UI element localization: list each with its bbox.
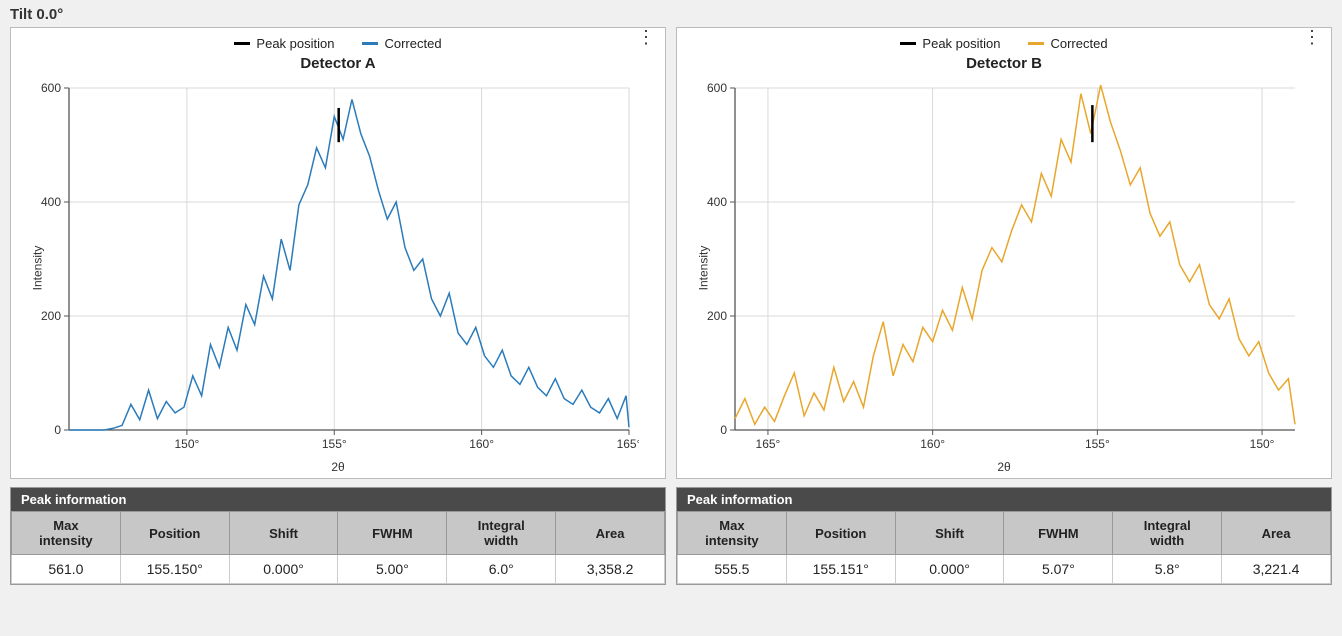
- legend-swatch-corrected: [1028, 42, 1044, 45]
- table-header: FWHM: [338, 512, 447, 555]
- legend-peak-position: Peak position: [900, 36, 1000, 51]
- table-header: Position: [120, 512, 229, 555]
- legend-a: Peak position Corrected: [19, 36, 657, 51]
- charts-row: ⋮ Peak position Corrected Detector A Int…: [0, 27, 1342, 483]
- table-header: Area: [556, 512, 665, 555]
- svg-text:160°: 160°: [920, 437, 945, 451]
- table-header: Shift: [895, 512, 1004, 555]
- table-cell: 555.5: [678, 555, 787, 584]
- svg-text:150°: 150°: [174, 437, 199, 451]
- chart-title-a: Detector A: [19, 55, 657, 72]
- chart-card-detector-a: ⋮ Peak position Corrected Detector A Int…: [10, 27, 666, 479]
- legend-label-peak: Peak position: [256, 36, 334, 51]
- chart-menu-icon[interactable]: ⋮: [637, 34, 655, 41]
- table-row: 561.0155.150°0.000°5.00°6.0°3,358.2: [12, 555, 665, 584]
- table-cell: 3,221.4: [1222, 555, 1331, 584]
- legend-swatch-corrected: [362, 42, 378, 45]
- table-row: 555.5155.151°0.000°5.07°5.8°3,221.4: [678, 555, 1331, 584]
- table-cell: 5.00°: [338, 555, 447, 584]
- table-cell: 561.0: [12, 555, 121, 584]
- page-title: Tilt 0.0°: [0, 0, 1342, 27]
- table-cell: 155.150°: [120, 555, 229, 584]
- legend-swatch-peak: [900, 42, 916, 45]
- legend-label-corrected: Corrected: [1050, 36, 1107, 51]
- table-header: Integralwidth: [1113, 512, 1222, 555]
- svg-text:200: 200: [707, 309, 727, 323]
- table-cell: 155.151°: [786, 555, 895, 584]
- table-cell: 0.000°: [895, 555, 1004, 584]
- table-header: Maxintensity: [12, 512, 121, 555]
- chart-card-detector-b: ⋮ Peak position Corrected Detector B Int…: [676, 27, 1332, 479]
- svg-text:155°: 155°: [1085, 437, 1110, 451]
- x-axis-label: 2θ: [19, 460, 657, 474]
- peak-info-table-a: MaxintensityPositionShiftFWHMIntegralwid…: [11, 511, 665, 584]
- table-cell: 5.07°: [1004, 555, 1113, 584]
- legend-label-corrected: Corrected: [384, 36, 441, 51]
- svg-text:0: 0: [54, 423, 61, 437]
- svg-text:155°: 155°: [322, 437, 347, 451]
- chart-plot-a: 0 200 400 600 150° 155° 160° 165°: [19, 78, 639, 458]
- legend-peak-position: Peak position: [234, 36, 334, 51]
- peak-info-card-b: Peak information MaxintensityPositionShi…: [676, 487, 1332, 585]
- y-axis-label: Intensity: [696, 246, 710, 291]
- legend-corrected: Corrected: [1028, 36, 1107, 51]
- svg-text:160°: 160°: [469, 437, 494, 451]
- peak-info-card-a: Peak information MaxintensityPositionShi…: [10, 487, 666, 585]
- table-header: Position: [786, 512, 895, 555]
- chart-title-b: Detector B: [685, 55, 1323, 72]
- svg-text:400: 400: [41, 195, 61, 209]
- chart-menu-icon[interactable]: ⋮: [1303, 34, 1321, 41]
- svg-text:150°: 150°: [1250, 437, 1275, 451]
- svg-text:400: 400: [707, 195, 727, 209]
- legend-corrected: Corrected: [362, 36, 441, 51]
- chart-plot-b: 0 200 400 600 165° 160° 155° 150°: [685, 78, 1305, 458]
- table-cell: 6.0°: [447, 555, 556, 584]
- peak-info-table-b: MaxintensityPositionShiftFWHMIntegralwid…: [677, 511, 1331, 584]
- svg-text:200: 200: [41, 309, 61, 323]
- svg-text:600: 600: [41, 81, 61, 95]
- svg-text:165°: 165°: [617, 437, 639, 451]
- table-header: Area: [1222, 512, 1331, 555]
- svg-text:165°: 165°: [756, 437, 781, 451]
- peak-info-title: Peak information: [11, 488, 665, 511]
- table-header: Maxintensity: [678, 512, 787, 555]
- table-header: FWHM: [1004, 512, 1113, 555]
- y-axis-label: Intensity: [30, 246, 44, 291]
- legend-b: Peak position Corrected: [685, 36, 1323, 51]
- legend-label-peak: Peak position: [922, 36, 1000, 51]
- svg-text:600: 600: [707, 81, 727, 95]
- peak-info-title: Peak information: [677, 488, 1331, 511]
- table-cell: 5.8°: [1113, 555, 1222, 584]
- x-axis-label: 2θ: [685, 460, 1323, 474]
- tables-row: Peak information MaxintensityPositionShi…: [0, 483, 1342, 585]
- legend-swatch-peak: [234, 42, 250, 45]
- table-cell: 0.000°: [229, 555, 338, 584]
- table-header: Integralwidth: [447, 512, 556, 555]
- svg-text:0: 0: [720, 423, 727, 437]
- table-header: Shift: [229, 512, 338, 555]
- table-cell: 3,358.2: [556, 555, 665, 584]
